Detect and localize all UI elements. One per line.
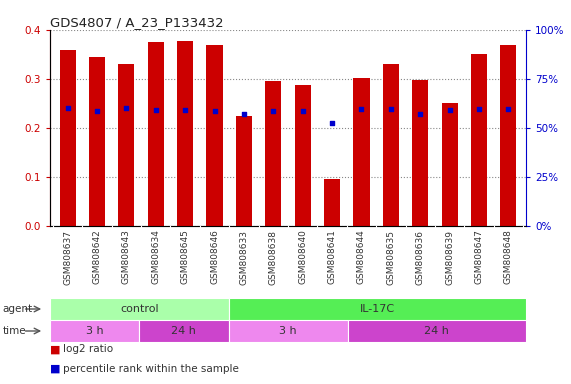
Bar [50,298,228,320]
Bar [89,57,105,226]
Text: log2 ratio: log2 ratio [63,344,112,354]
Text: GSM808640: GSM808640 [298,230,307,285]
Text: GSM808643: GSM808643 [122,230,131,285]
Bar [441,103,458,226]
Bar [59,50,76,226]
Text: time: time [3,326,26,336]
Bar [324,179,340,226]
Bar [471,54,487,226]
Text: control: control [120,304,159,314]
Bar [148,42,164,226]
Text: GDS4807 / A_23_P133432: GDS4807 / A_23_P133432 [50,16,224,29]
Text: GSM808645: GSM808645 [180,230,190,285]
Point [239,111,248,118]
Bar [383,64,399,226]
Text: GSM808637: GSM808637 [63,230,72,285]
Text: GSM808642: GSM808642 [93,230,102,284]
Bar [295,85,311,226]
Bar [412,81,428,226]
Bar [228,298,526,320]
Point [122,105,131,111]
Bar [500,45,516,226]
Bar [50,320,139,342]
Point [180,107,190,113]
Text: ■: ■ [50,344,61,354]
Point [151,107,160,113]
Bar [118,64,135,226]
Text: IL-17C: IL-17C [360,304,395,314]
Text: GSM808644: GSM808644 [357,230,366,284]
Text: 24 h: 24 h [424,326,449,336]
Text: GSM808634: GSM808634 [151,230,160,285]
Text: GSM808647: GSM808647 [475,230,484,285]
Text: GSM808636: GSM808636 [416,230,425,285]
Bar [348,320,526,342]
Point [416,111,425,118]
Text: agent: agent [3,304,33,314]
Text: GSM808639: GSM808639 [445,230,454,285]
Bar [228,320,348,342]
Point [357,106,366,113]
Text: GSM808635: GSM808635 [387,230,395,285]
Bar [177,41,193,226]
Point [63,105,72,111]
Point [328,120,337,126]
Bar [236,116,252,226]
Point [298,108,307,114]
Text: 3 h: 3 h [86,326,103,336]
Bar [139,320,228,342]
Text: 3 h: 3 h [279,326,297,336]
Text: GSM808641: GSM808641 [328,230,336,285]
Point [504,106,513,113]
Text: GSM808648: GSM808648 [504,230,513,285]
Text: ■: ■ [50,364,61,374]
Point [475,106,484,113]
Point [93,108,102,114]
Bar [353,78,369,226]
Point [445,107,454,113]
Text: 24 h: 24 h [171,326,196,336]
Text: percentile rank within the sample: percentile rank within the sample [63,364,239,374]
Point [386,106,395,113]
Bar [265,81,282,226]
Text: GSM808633: GSM808633 [239,230,248,285]
Bar [207,45,223,226]
Point [210,108,219,114]
Text: GSM808646: GSM808646 [210,230,219,285]
Text: GSM808638: GSM808638 [269,230,278,285]
Point [269,108,278,114]
